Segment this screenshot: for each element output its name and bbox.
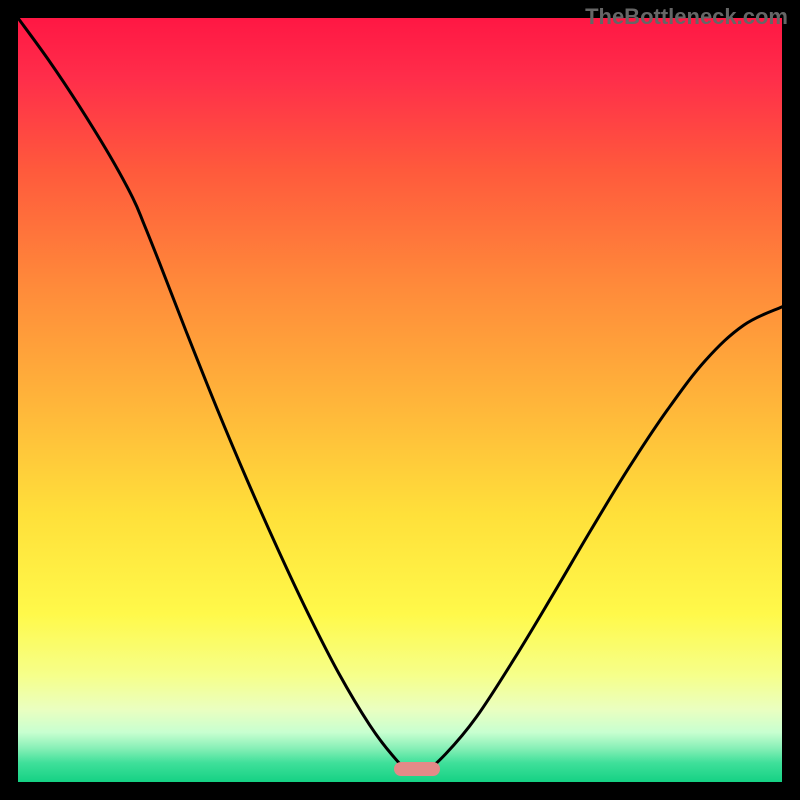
- minimum-marker: [394, 762, 440, 776]
- bottleneck-curve: [18, 18, 782, 782]
- watermark-text: TheBottleneck.com: [585, 4, 788, 30]
- chart-container: TheBottleneck.com: [0, 0, 800, 800]
- plot-area: [18, 18, 782, 782]
